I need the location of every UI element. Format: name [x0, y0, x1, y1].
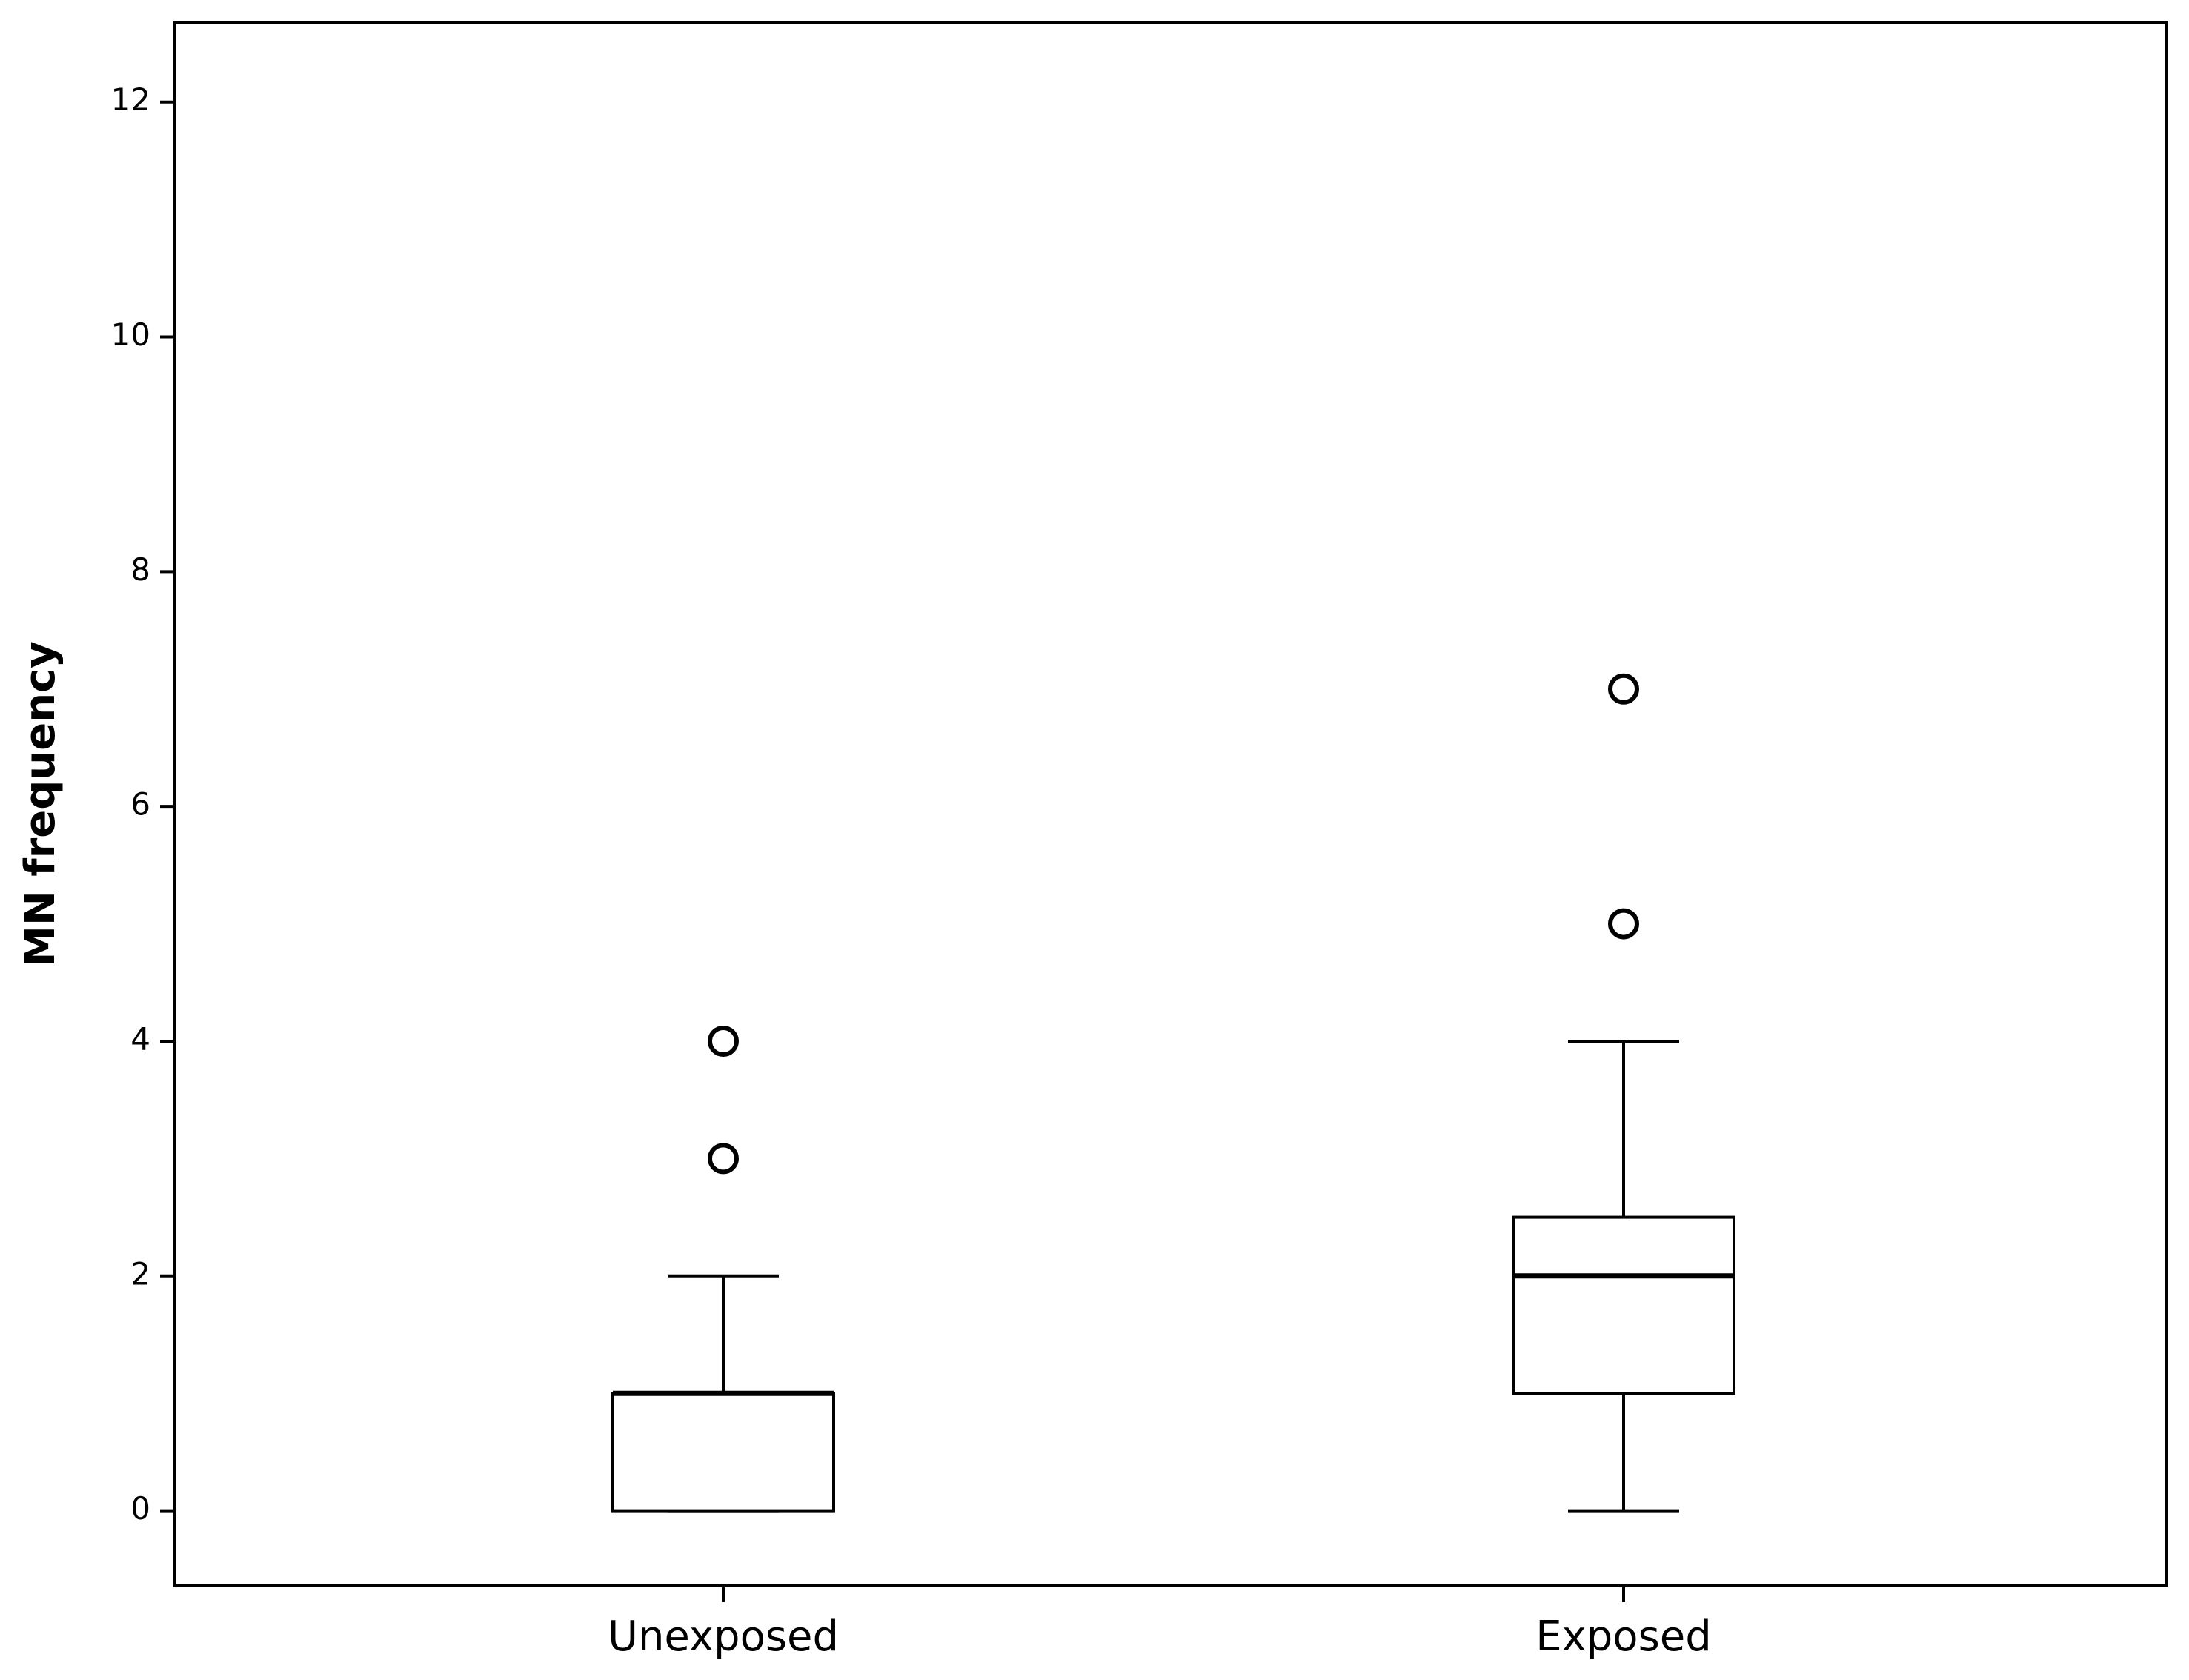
y-tick-label: 12	[111, 82, 150, 118]
box	[611, 1392, 835, 1513]
y-tick-label: 0	[130, 1490, 150, 1527]
box	[1512, 1215, 1735, 1395]
x-tick-label: Exposed	[1535, 1613, 1712, 1661]
y-tick-label: 10	[111, 316, 150, 353]
plot-frame	[173, 21, 2168, 1587]
outlier	[1608, 908, 1639, 940]
outlier	[708, 1143, 739, 1175]
x-tick-label: Unexposed	[608, 1613, 839, 1661]
y-tick-label: 6	[130, 786, 150, 823]
y-tick-label: 2	[130, 1255, 150, 1292]
outlier	[708, 1025, 739, 1057]
outlier	[1608, 673, 1639, 705]
y-tick-label: 8	[130, 551, 150, 588]
y-axis-label: MN frequency	[16, 641, 64, 967]
y-tick-label: 4	[130, 1020, 150, 1057]
